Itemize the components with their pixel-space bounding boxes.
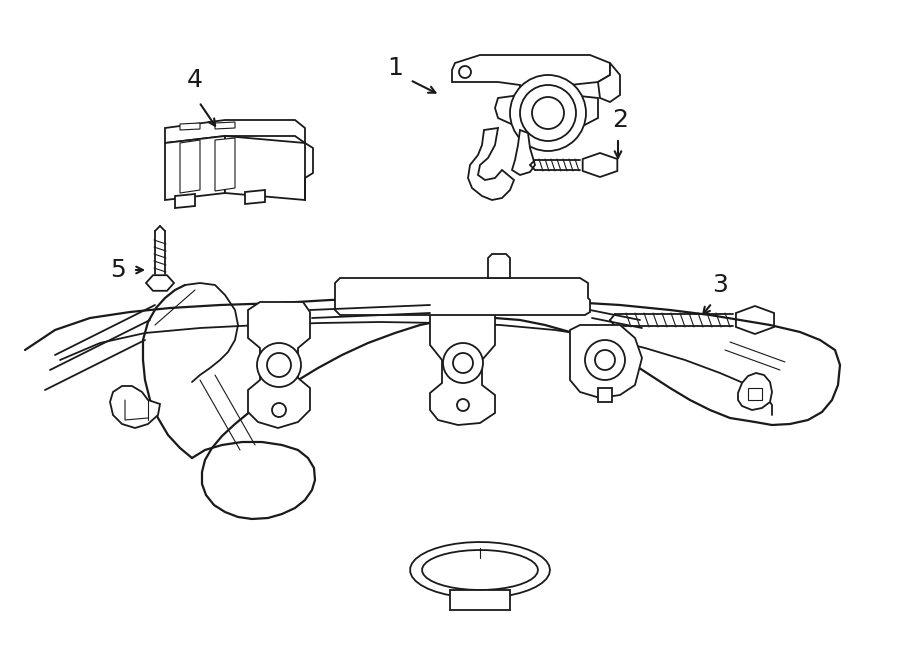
Polygon shape	[736, 306, 774, 334]
Polygon shape	[450, 590, 510, 610]
Polygon shape	[748, 388, 762, 400]
Text: 2: 2	[612, 108, 628, 132]
Circle shape	[457, 399, 469, 411]
Polygon shape	[430, 297, 495, 425]
Polygon shape	[598, 388, 612, 402]
Polygon shape	[215, 122, 235, 129]
Circle shape	[272, 403, 286, 417]
Polygon shape	[738, 373, 772, 410]
Circle shape	[510, 75, 586, 151]
Polygon shape	[488, 254, 510, 278]
Circle shape	[532, 97, 564, 129]
Polygon shape	[422, 550, 538, 590]
Circle shape	[267, 353, 291, 377]
Polygon shape	[146, 275, 174, 291]
Polygon shape	[248, 302, 310, 428]
Circle shape	[585, 340, 625, 380]
Polygon shape	[165, 136, 225, 200]
Polygon shape	[335, 278, 590, 315]
Polygon shape	[512, 130, 535, 175]
Circle shape	[443, 343, 483, 383]
Polygon shape	[245, 190, 265, 204]
Polygon shape	[110, 386, 160, 428]
Polygon shape	[598, 63, 620, 102]
Polygon shape	[180, 140, 200, 193]
Polygon shape	[175, 194, 195, 208]
Polygon shape	[452, 55, 610, 133]
Polygon shape	[165, 120, 305, 143]
Circle shape	[520, 85, 576, 141]
Text: 5: 5	[110, 258, 126, 282]
Polygon shape	[468, 128, 514, 200]
Polygon shape	[410, 542, 550, 598]
Polygon shape	[582, 153, 617, 177]
Polygon shape	[215, 138, 235, 191]
Polygon shape	[225, 136, 305, 200]
Circle shape	[453, 353, 473, 373]
Text: 1: 1	[387, 56, 403, 80]
Circle shape	[257, 343, 301, 387]
Polygon shape	[570, 325, 642, 398]
Circle shape	[595, 350, 615, 370]
Text: 3: 3	[712, 273, 728, 297]
Polygon shape	[180, 123, 200, 130]
Text: 4: 4	[187, 68, 203, 92]
Circle shape	[459, 66, 471, 78]
